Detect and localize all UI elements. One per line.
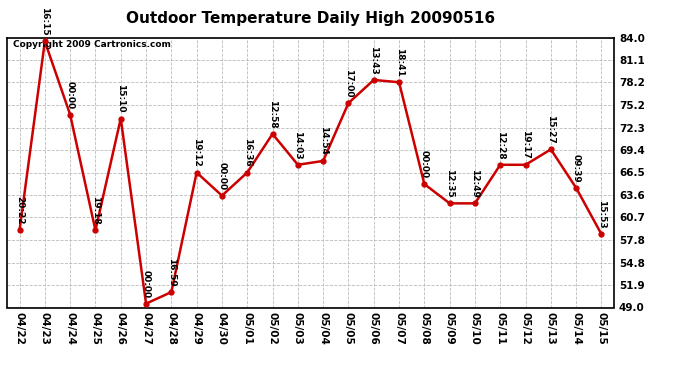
- Text: 14:03: 14:03: [293, 130, 302, 159]
- Text: 15:27: 15:27: [546, 115, 555, 144]
- Text: 15:10: 15:10: [116, 84, 126, 113]
- Text: 09:39: 09:39: [571, 154, 581, 182]
- Text: 16:59: 16:59: [167, 258, 176, 286]
- Text: 12:28: 12:28: [495, 130, 505, 159]
- Text: 19:12: 19:12: [192, 138, 201, 167]
- Text: 19:18: 19:18: [91, 196, 100, 225]
- Text: Copyright 2009 Cartronics.com: Copyright 2009 Cartronics.com: [13, 40, 171, 49]
- Text: 18:41: 18:41: [395, 48, 404, 76]
- Text: 13:43: 13:43: [369, 46, 378, 74]
- Text: 12:35: 12:35: [445, 169, 454, 198]
- Text: 00:00: 00:00: [420, 150, 429, 178]
- Text: 14:54: 14:54: [319, 126, 328, 155]
- Text: 17:00: 17:00: [344, 69, 353, 98]
- Text: Outdoor Temperature Daily High 20090516: Outdoor Temperature Daily High 20090516: [126, 11, 495, 26]
- Text: 19:17: 19:17: [521, 130, 530, 159]
- Text: 00:00: 00:00: [217, 162, 226, 190]
- Text: 12:58: 12:58: [268, 100, 277, 128]
- Text: 15:53: 15:53: [597, 200, 606, 229]
- Text: 20:22: 20:22: [15, 196, 24, 225]
- Text: 00:00: 00:00: [66, 81, 75, 109]
- Text: 00:00: 00:00: [141, 270, 150, 298]
- Text: 12:49: 12:49: [471, 169, 480, 198]
- Text: 16:36: 16:36: [243, 138, 252, 167]
- Text: 16:15: 16:15: [40, 7, 50, 36]
